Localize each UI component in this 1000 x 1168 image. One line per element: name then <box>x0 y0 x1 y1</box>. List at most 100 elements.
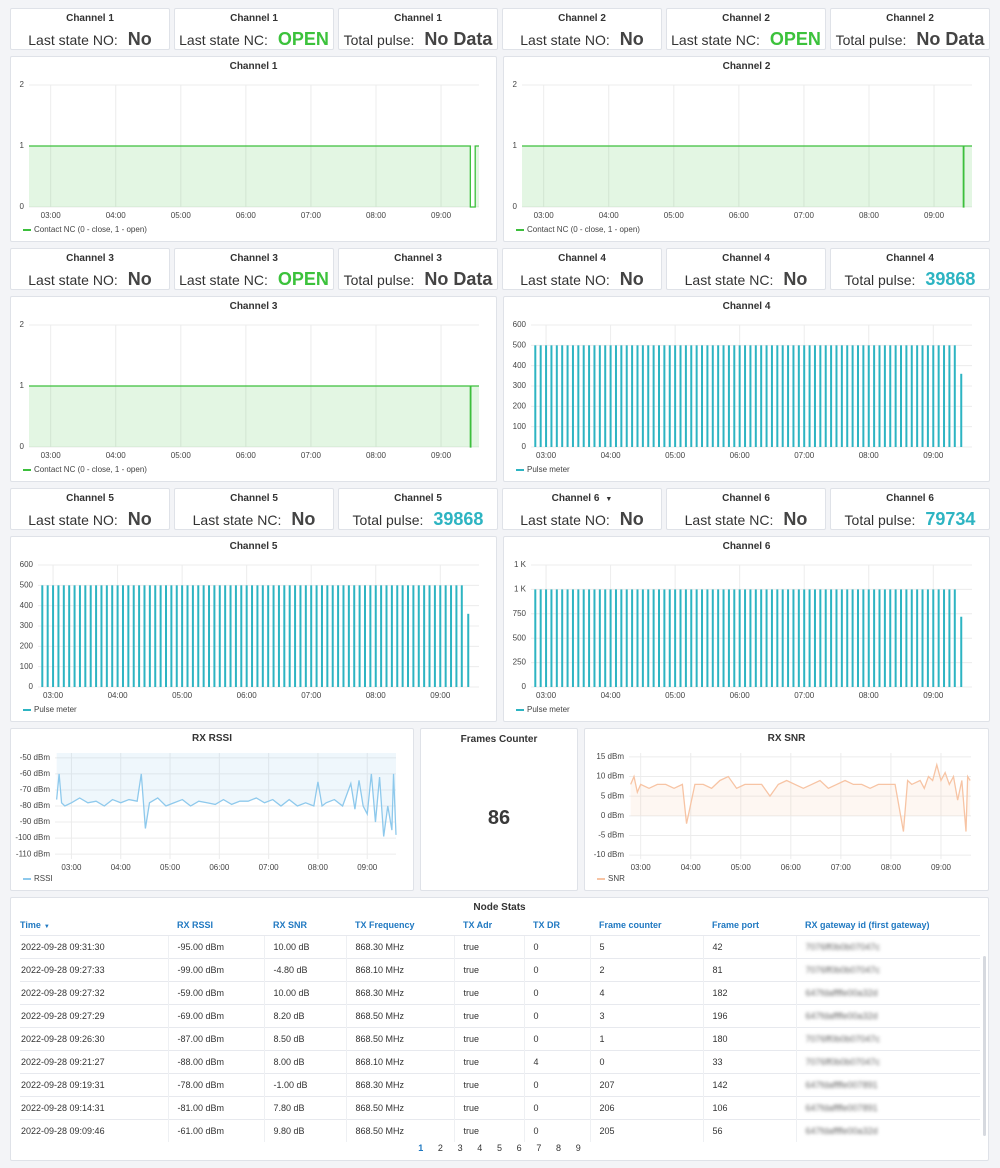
page-link[interactable]: 6 <box>516 1143 522 1153</box>
panel-title: Channel 3 <box>229 301 278 312</box>
page-link[interactable]: 2 <box>437 1143 443 1153</box>
column-header-text: RX gateway id (first gateway) <box>805 920 930 930</box>
y-tick-label: -10 dBm <box>594 850 625 859</box>
stat-value: 39868 <box>925 269 976 289</box>
table-cell: -95.00 dBm <box>167 935 264 959</box>
bar <box>856 345 859 447</box>
column-header[interactable]: RX SNR <box>264 915 346 936</box>
x-tick-label: 05:00 <box>172 691 193 700</box>
bar <box>143 585 146 687</box>
panel-title: Channel 1 <box>229 61 278 72</box>
x-tick-label: 04:00 <box>108 691 129 700</box>
bar <box>245 585 248 687</box>
bar <box>668 589 671 687</box>
stat-panel: Channel 6 Total pulse: 79734 <box>830 488 990 530</box>
bar <box>819 345 822 447</box>
table-cell: 0 <box>523 1073 590 1097</box>
y-tick-label: 0 <box>522 682 527 691</box>
table-cell: -69.00 dBm <box>167 1004 264 1028</box>
stat-value: No <box>619 269 644 289</box>
table-cell: 868.30 MHz <box>345 981 454 1005</box>
bar <box>369 585 372 687</box>
bar <box>803 589 806 687</box>
stat-value: No <box>619 509 644 529</box>
stat-label: Total pulse: <box>835 32 907 48</box>
line <box>522 145 972 208</box>
bar <box>46 585 49 687</box>
x-tick-label: 08:00 <box>366 451 387 460</box>
bar <box>647 345 650 447</box>
page-link[interactable]: 7 <box>536 1143 542 1153</box>
bar <box>813 345 816 447</box>
bar <box>776 589 779 687</box>
bar <box>679 345 682 447</box>
x-tick-label: 05:00 <box>171 451 192 460</box>
x-tick-label: 07:00 <box>259 863 280 872</box>
column-header[interactable]: RX gateway id (first gateway) <box>796 915 980 936</box>
x-tick-label: 08:00 <box>859 691 880 700</box>
page-link[interactable]: 8 <box>556 1143 562 1153</box>
stat-value: 79734 <box>925 509 976 529</box>
column-header[interactable]: Time ▼ <box>20 915 168 936</box>
x-tick-label: 03:00 <box>536 451 557 460</box>
table-cell: 33 <box>702 1050 796 1074</box>
bar <box>396 585 399 687</box>
page-link[interactable]: 1 <box>418 1143 424 1153</box>
chart: 15 dBm 10 dBm 5 dBm 0 dBm -5 dBm -10 dBm 03:00… <box>594 752 971 883</box>
table-cell: -78.00 dBm <box>167 1073 264 1097</box>
bar <box>808 345 811 447</box>
bar <box>873 589 876 687</box>
y-tick-label: 0 <box>29 682 34 691</box>
panel-title-text: Channel 2 <box>886 13 934 24</box>
bar <box>191 585 194 687</box>
x-tick-label: 04:00 <box>106 451 127 460</box>
panel-title: Channel 4 <box>831 253 989 264</box>
page-link[interactable]: 5 <box>496 1143 502 1153</box>
bar <box>588 345 591 447</box>
bar <box>631 589 634 687</box>
column-header[interactable]: TX DR <box>524 915 590 936</box>
column-header[interactable]: RX RSSI <box>168 915 264 936</box>
bar <box>916 589 919 687</box>
bar <box>744 589 747 687</box>
table-cell: 2022-09-28 09:14:31 <box>20 1096 168 1120</box>
page-link[interactable]: 9 <box>575 1143 581 1153</box>
bar <box>840 345 843 447</box>
bar <box>588 589 591 687</box>
line <box>630 762 971 832</box>
chart: 0 1 2 03:00 04:00 05:00 06:00 07:00 08:00 09:00 Co… <box>513 80 972 234</box>
x-tick-label: 06:00 <box>781 863 802 872</box>
page-link[interactable]: 3 <box>457 1143 463 1153</box>
bar <box>374 585 377 687</box>
bar <box>534 345 537 447</box>
column-header-text: TX Frequency <box>355 920 415 930</box>
column-header[interactable]: TX Adr <box>454 915 524 936</box>
bar <box>797 345 800 447</box>
bar <box>577 589 580 687</box>
bar <box>401 585 404 687</box>
bar <box>910 345 913 447</box>
area-fill <box>522 146 972 207</box>
bar <box>953 345 956 447</box>
bar <box>127 585 130 687</box>
panel-title: Channel 3 <box>11 253 169 264</box>
bar <box>862 589 865 687</box>
bar <box>423 585 426 687</box>
bar <box>154 585 157 687</box>
bar <box>641 345 644 447</box>
table-body: 2022-09-28 09:31:30 -95.00 dBm 10.00 dB 868… <box>20 935 980 1142</box>
x-tick-label: 09:00 <box>357 863 378 872</box>
column-header[interactable]: Frame counter <box>590 915 703 936</box>
panel-title: Channel 4 <box>722 301 771 312</box>
column-header[interactable]: Frame port <box>703 915 796 936</box>
panel-title: Channel 6 <box>831 493 989 504</box>
stat-label: Last state NO: <box>28 32 118 48</box>
page-link[interactable]: 4 <box>477 1143 483 1153</box>
table-cell: 868.30 MHz <box>345 1073 454 1097</box>
stat-label: Last state NO: <box>28 272 118 288</box>
x-tick-label: 03:00 <box>61 863 82 872</box>
line <box>55 773 397 837</box>
column-header[interactable]: TX Frequency <box>346 915 454 936</box>
table-row: 2022-09-28 09:19:31 -78.00 dBm -1.00 dB 868… <box>20 1073 980 1097</box>
panel-title: Channel 2 <box>667 13 825 24</box>
